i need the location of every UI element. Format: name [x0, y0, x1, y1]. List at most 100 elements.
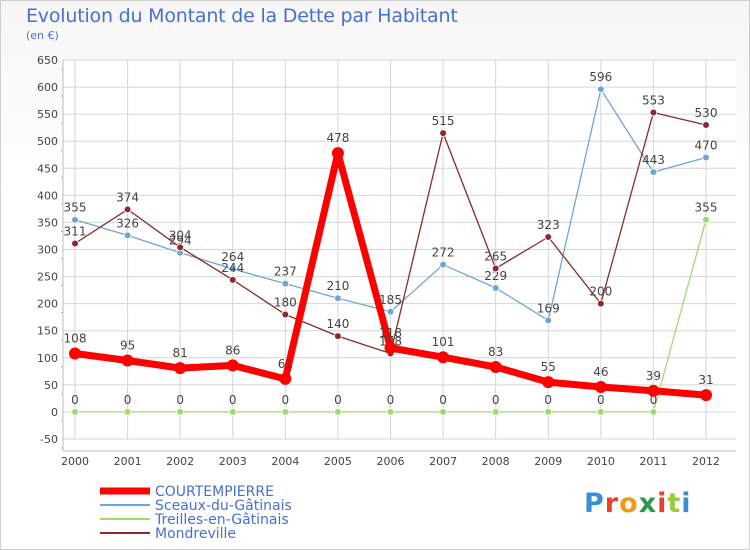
- data-point: [542, 376, 555, 389]
- data-point: [437, 351, 450, 364]
- data-point: [649, 108, 658, 117]
- y-tick-label: 650: [37, 54, 58, 67]
- data-point: [702, 215, 710, 224]
- data-label: 46: [593, 365, 608, 379]
- data-label: 355: [64, 201, 87, 215]
- data-label: 264: [221, 250, 244, 264]
- data-label: 0: [439, 393, 447, 407]
- data-label: 530: [695, 106, 718, 120]
- data-point: [491, 264, 500, 273]
- data-point: [597, 299, 605, 308]
- data-label: 0: [124, 393, 132, 407]
- data-label: 596: [589, 70, 612, 84]
- data-point: [544, 408, 553, 416]
- data-point: [491, 284, 500, 292]
- legend-label: Sceaux-du-Gâtinais: [155, 498, 292, 514]
- x-tick-label: 2012: [692, 455, 720, 468]
- data-point: [597, 408, 605, 416]
- data-label: 355: [695, 201, 718, 215]
- data-label: 0: [597, 393, 605, 407]
- data-point: [647, 384, 660, 397]
- legend-label: Treilles-en-Gâtinais: [154, 512, 289, 528]
- y-tick-label: 0: [51, 406, 58, 419]
- data-label: 0: [650, 393, 658, 407]
- data-point: [700, 389, 712, 402]
- data-point: [174, 362, 187, 375]
- data-point: [176, 408, 184, 416]
- data-point: [386, 307, 395, 316]
- data-label: 244: [221, 261, 244, 275]
- data-label: 470: [695, 138, 718, 152]
- data-label: 31: [698, 373, 713, 387]
- data-point: [439, 408, 447, 416]
- data-label: 118: [379, 326, 402, 340]
- x-tick-label: 2000: [61, 455, 89, 468]
- chart-title: Evolution du Montant de la Dette par Hab…: [26, 5, 458, 27]
- data-label: 169: [537, 301, 560, 315]
- x-tick-label: 2001: [114, 455, 142, 468]
- data-label: 237: [274, 265, 297, 279]
- data-label: 265: [484, 249, 507, 263]
- data-point: [281, 408, 290, 416]
- data-point: [176, 243, 184, 252]
- data-label: 478: [326, 131, 349, 145]
- data-label: 86: [225, 343, 240, 357]
- x-tick-label: 2002: [166, 455, 194, 468]
- data-label: 61: [278, 357, 293, 371]
- x-tick-label: 2009: [534, 455, 562, 468]
- y-tick-label: 300: [37, 244, 58, 257]
- y-tick-label: 50: [44, 379, 58, 392]
- data-label: 210: [326, 279, 349, 293]
- data-label: 140: [326, 317, 349, 331]
- y-tick-label: 450: [37, 162, 58, 175]
- data-point: [228, 408, 237, 416]
- data-label: 304: [169, 228, 192, 242]
- data-point: [439, 129, 447, 137]
- x-tick-label: 2011: [639, 455, 667, 468]
- legend-label: Mondreville: [155, 526, 236, 542]
- data-point: [334, 294, 342, 303]
- y-tick-label: 350: [37, 216, 58, 229]
- data-point: [594, 381, 607, 394]
- data-label: 83: [488, 345, 503, 359]
- y-tick-label: -50: [40, 433, 58, 446]
- data-label: 101: [432, 335, 455, 349]
- data-point: [71, 215, 79, 224]
- x-tick-label: 2008: [482, 455, 510, 468]
- data-label: 0: [334, 393, 342, 407]
- data-label: 515: [432, 114, 455, 128]
- data-label: 294: [169, 234, 192, 248]
- y-tick-label: 250: [37, 271, 58, 284]
- data-label: 443: [642, 153, 665, 167]
- data-label: 553: [642, 94, 665, 108]
- data-label: 0: [176, 393, 184, 407]
- data-point: [334, 332, 342, 340]
- data-label: 0: [229, 393, 237, 407]
- data-label: 81: [173, 346, 188, 360]
- proxiti-logo: Proxiti: [584, 488, 692, 519]
- y-tick-label: 100: [37, 352, 58, 365]
- data-label: 95: [120, 338, 135, 352]
- data-point: [489, 360, 502, 373]
- data-label: 0: [387, 393, 395, 407]
- data-point: [228, 265, 237, 273]
- x-tick-label: 2005: [324, 455, 352, 468]
- data-label: 0: [492, 393, 500, 407]
- data-point: [281, 279, 290, 288]
- data-point: [279, 372, 292, 385]
- data-label: 323: [537, 218, 560, 232]
- data-point: [544, 233, 553, 241]
- y-tick-label: 550: [37, 108, 58, 121]
- x-tick-label: 2007: [429, 455, 457, 468]
- x-tick-label: 2006: [377, 455, 405, 468]
- data-point: [71, 239, 79, 248]
- data-point: [702, 121, 710, 129]
- data-point: [121, 354, 134, 367]
- data-point: [597, 85, 605, 94]
- data-label: 55: [541, 360, 556, 374]
- x-tick-label: 2004: [271, 455, 299, 468]
- data-label: 0: [544, 393, 552, 407]
- y-tick-label: 600: [37, 81, 58, 94]
- data-point: [439, 260, 447, 269]
